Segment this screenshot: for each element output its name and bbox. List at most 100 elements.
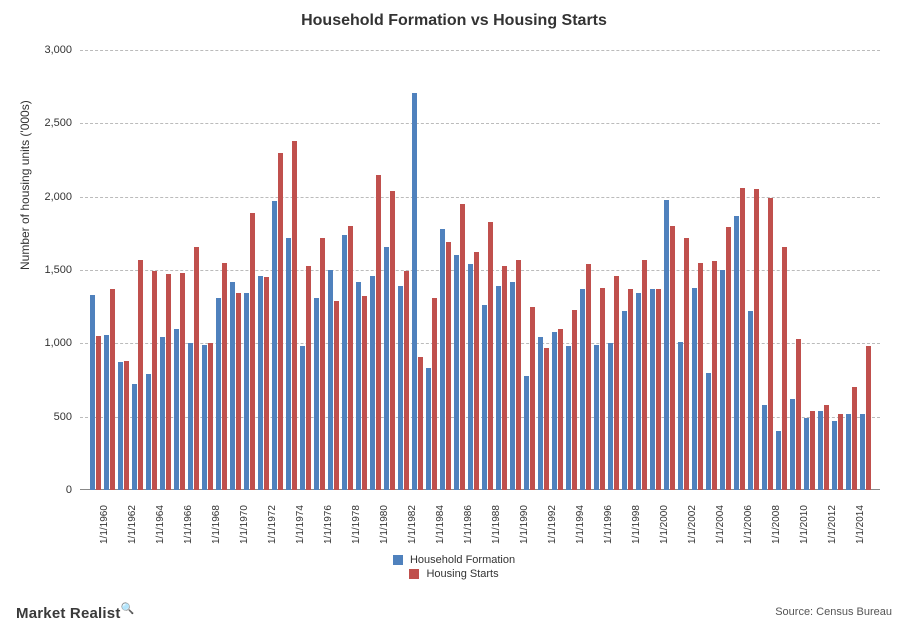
bar bbox=[776, 431, 781, 490]
x-tick-label: 1/1/1992 bbox=[547, 505, 558, 544]
legend-label-0: Household Formation bbox=[410, 554, 515, 566]
bar bbox=[810, 411, 815, 490]
x-tick-label: 1/1/1972 bbox=[267, 505, 278, 544]
bar bbox=[580, 289, 585, 490]
bar bbox=[712, 261, 717, 490]
source-text: Source: Census Bureau bbox=[775, 606, 892, 618]
bar bbox=[418, 357, 423, 490]
y-tick-label: 2,500 bbox=[22, 117, 72, 129]
bar bbox=[678, 342, 683, 490]
bar bbox=[748, 311, 753, 490]
bar bbox=[600, 288, 605, 490]
bar bbox=[544, 348, 549, 490]
bar bbox=[482, 305, 487, 490]
bar bbox=[362, 296, 367, 490]
bar bbox=[202, 345, 207, 490]
bar bbox=[348, 226, 353, 490]
bar bbox=[572, 310, 577, 490]
bar bbox=[754, 189, 759, 490]
chart-area: 05001,0001,5002,0002,5003,000 bbox=[80, 50, 880, 490]
bar bbox=[656, 289, 661, 490]
x-tick-label: 1/1/2014 bbox=[855, 505, 866, 544]
bar bbox=[278, 153, 283, 490]
bar bbox=[594, 345, 599, 490]
bar bbox=[244, 293, 249, 490]
bar bbox=[734, 216, 739, 490]
bar bbox=[320, 238, 325, 490]
bar bbox=[790, 399, 795, 490]
bar bbox=[152, 271, 157, 490]
bar bbox=[96, 336, 101, 490]
bar bbox=[124, 361, 129, 490]
magnifier-icon: 🔍 bbox=[121, 603, 135, 615]
bar bbox=[530, 307, 535, 490]
bar bbox=[516, 260, 521, 490]
bar bbox=[250, 213, 255, 490]
bar bbox=[412, 93, 417, 490]
bar bbox=[720, 270, 725, 490]
bar bbox=[300, 346, 305, 490]
bar bbox=[404, 271, 409, 490]
bar bbox=[782, 247, 787, 490]
bar bbox=[726, 227, 731, 490]
bar bbox=[558, 329, 563, 490]
x-tick-label: 1/1/1978 bbox=[351, 505, 362, 544]
x-tick-label: 1/1/1974 bbox=[295, 505, 306, 544]
bar bbox=[384, 247, 389, 490]
bar bbox=[818, 411, 823, 490]
y-tick-label: 0 bbox=[22, 484, 72, 496]
legend-label-1: Housing Starts bbox=[426, 568, 498, 580]
bar bbox=[432, 298, 437, 490]
bar bbox=[166, 274, 171, 490]
legend: Household Formation Housing Starts bbox=[0, 552, 908, 582]
chart-title: Household Formation vs Housing Starts bbox=[0, 0, 908, 38]
brand-logo: Market Realist🔍 bbox=[16, 602, 134, 622]
x-tick-label: 1/1/2004 bbox=[715, 505, 726, 544]
x-tick-label: 1/1/1988 bbox=[491, 505, 502, 544]
bar bbox=[104, 335, 109, 490]
bar bbox=[502, 266, 507, 490]
bar bbox=[740, 188, 745, 490]
bar bbox=[110, 289, 115, 490]
x-tick-label: 1/1/1998 bbox=[631, 505, 642, 544]
bar bbox=[692, 288, 697, 490]
bar bbox=[622, 311, 627, 490]
y-tick-label: 3,000 bbox=[22, 44, 72, 56]
x-tick-label: 1/1/1970 bbox=[239, 505, 250, 544]
bar bbox=[272, 201, 277, 490]
bar bbox=[670, 226, 675, 490]
bar bbox=[306, 266, 311, 490]
x-tick-label: 1/1/2000 bbox=[659, 505, 670, 544]
x-tick-label: 1/1/2008 bbox=[771, 505, 782, 544]
legend-swatch-1 bbox=[409, 569, 419, 579]
bar bbox=[90, 295, 95, 490]
bar bbox=[796, 339, 801, 490]
bar bbox=[334, 301, 339, 490]
bar bbox=[194, 247, 199, 490]
bar bbox=[370, 276, 375, 490]
bar bbox=[524, 376, 529, 490]
y-tick-label: 1,000 bbox=[22, 337, 72, 349]
bar bbox=[510, 282, 515, 490]
x-tick-label: 1/1/1962 bbox=[127, 505, 138, 544]
y-tick-label: 1,500 bbox=[22, 264, 72, 276]
bar bbox=[160, 337, 165, 490]
bar bbox=[146, 374, 151, 490]
bar bbox=[208, 343, 213, 490]
x-tick-label: 1/1/1990 bbox=[519, 505, 530, 544]
bar bbox=[258, 276, 263, 490]
x-tick-label: 1/1/1968 bbox=[211, 505, 222, 544]
x-tick-label: 1/1/1980 bbox=[379, 505, 390, 544]
bar bbox=[636, 293, 641, 490]
bar bbox=[628, 289, 633, 490]
bar bbox=[446, 242, 451, 490]
bar bbox=[860, 414, 865, 490]
bar bbox=[762, 405, 767, 490]
bar bbox=[376, 175, 381, 490]
bar bbox=[474, 252, 479, 490]
bar bbox=[832, 421, 837, 490]
bar bbox=[608, 343, 613, 490]
y-tick-label: 2,000 bbox=[22, 191, 72, 203]
bar bbox=[684, 238, 689, 490]
bar bbox=[328, 270, 333, 490]
